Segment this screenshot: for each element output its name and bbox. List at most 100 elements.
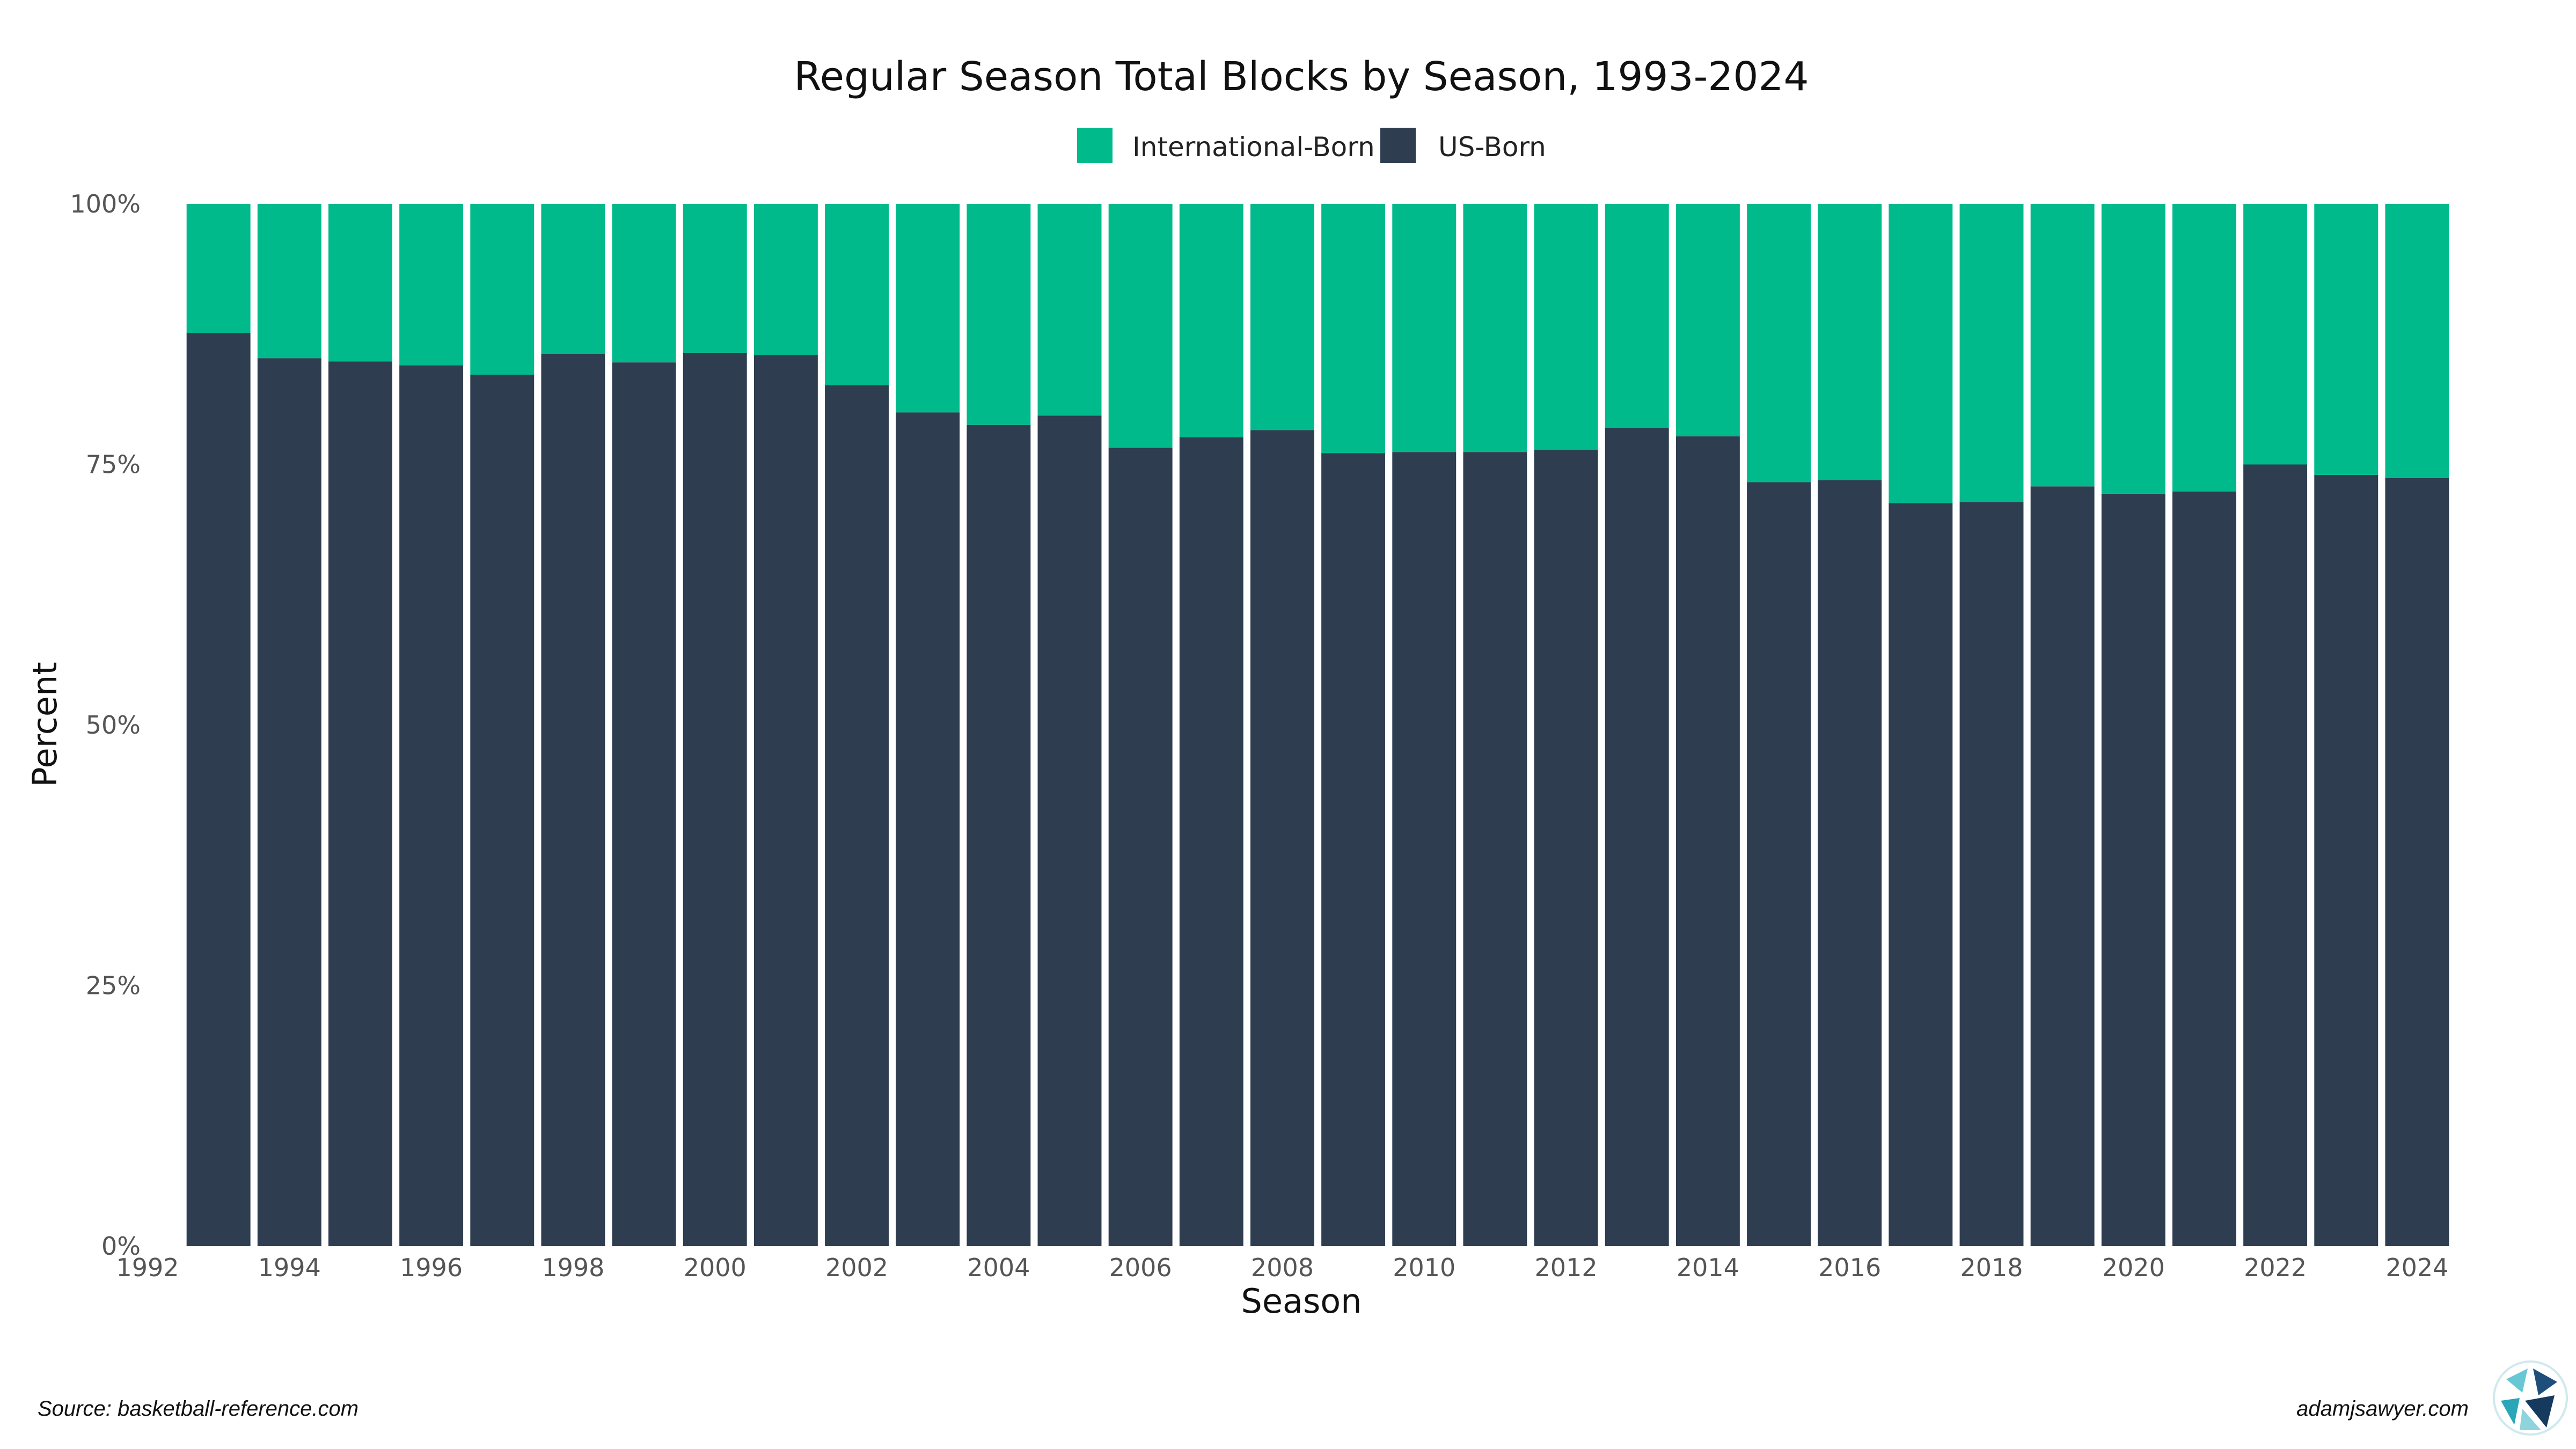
bar-international-born-2011 [1463,204,1527,452]
bar-us-born-1995 [328,361,392,1247]
x-tick-label: 2008 [1251,1253,1314,1282]
y-axis-label: Percent [25,662,64,787]
legend-label-us: US-Born [1438,131,1546,163]
bar-international-born-1993 [186,204,251,333]
bar-us-born-2008 [1250,430,1314,1246]
bar-us-born-2012 [1534,450,1598,1246]
bar-us-born-2020 [2101,493,2165,1246]
x-tick-label: 2016 [1818,1253,1881,1282]
bar-us-born-1997 [470,375,535,1246]
x-axis-label: Season [1241,1282,1362,1321]
x-tick-label: 2024 [2385,1253,2448,1282]
bar-international-born-2024 [2385,204,2449,478]
bar-international-born-1997 [470,204,535,375]
legend: International-Born US-Born [1077,128,1546,163]
bar-us-born-2000 [683,353,747,1246]
bar-us-born-2022 [2243,464,2308,1246]
bar-us-born-2007 [1179,437,1243,1246]
x-tick-label: 2000 [684,1253,747,1282]
x-tick-label: 1992 [116,1253,179,1282]
bar-international-born-1995 [328,204,392,362]
bar-international-born-2022 [2243,204,2308,465]
bar-international-born-2002 [825,204,889,385]
bar-us-born-2015 [1747,482,1811,1247]
y-tick-label: 50% [86,711,141,740]
bar-international-born-2017 [1889,204,1953,503]
bar-us-born-2016 [1818,480,1882,1246]
bar-international-born-1999 [612,204,676,363]
bar-international-born-1996 [399,204,464,366]
bar-us-born-2023 [2314,474,2379,1247]
site-credit: adamjsawyer.com [2296,1397,2469,1421]
bar-international-born-2020 [2101,204,2165,494]
bar-international-born-2005 [1037,204,1102,416]
bar-us-born-2011 [1463,452,1527,1246]
x-tick-label: 2020 [2102,1253,2165,1282]
bar-international-born-2009 [1321,204,1386,453]
bar-us-born-2006 [1108,448,1173,1246]
bar-us-born-2013 [1605,428,1669,1246]
bar-us-born-2004 [967,425,1031,1246]
bar-us-born-2021 [2172,491,2236,1247]
bar-international-born-2001 [753,204,818,355]
legend-swatch-international [1077,128,1113,163]
x-tick-label: 2006 [1109,1253,1172,1282]
bar-international-born-2012 [1534,204,1598,450]
bar-us-born-2005 [1037,415,1102,1246]
x-axis-ticks: 1992 1994 1996 1998 2000 2002 2004 2006 2008 2010… [116,1253,2448,1282]
y-tick-label: 25% [86,971,141,1000]
adamjsawyer-logo-icon [2493,1360,2568,1436]
bar-us-born-2002 [825,385,889,1247]
legend-swatch-us [1380,128,1416,163]
bar-us-born-1993 [186,333,251,1246]
bar-international-born-2014 [1675,204,1740,437]
bar-international-born-2013 [1605,204,1669,428]
legend-label-international: International-Born [1132,131,1375,163]
bar-international-born-2023 [2314,204,2379,475]
bar-international-born-2018 [1959,204,2024,502]
x-tick-label: 1994 [258,1253,321,1282]
bar-international-born-2008 [1250,204,1314,430]
bar-international-born-2007 [1179,204,1243,438]
bar-international-born-2006 [1108,204,1173,448]
bars-layer [186,204,2449,1247]
y-axis-ticks: 0% 25% 50% 75% 100% [70,189,141,1261]
bar-us-born-2009 [1321,453,1386,1247]
bar-us-born-2024 [2385,478,2449,1246]
bar-us-born-2001 [753,355,818,1246]
bar-international-born-2021 [2172,204,2236,492]
bar-us-born-2019 [2030,486,2095,1246]
bar-international-born-2016 [1818,204,1882,480]
x-tick-label: 2004 [967,1253,1030,1282]
y-tick-label: 100% [70,189,141,218]
x-tick-label: 2018 [1960,1253,2023,1282]
bar-us-born-1996 [399,365,464,1246]
bar-us-born-2003 [896,412,960,1246]
x-tick-label: 2010 [1393,1253,1455,1282]
bar-us-born-2017 [1889,503,1953,1246]
y-tick-label: 75% [86,450,141,479]
bar-international-born-2015 [1747,204,1811,482]
bar-international-born-1998 [541,204,605,354]
bar-us-born-1999 [612,362,676,1246]
bar-international-born-2019 [2030,204,2095,487]
bar-us-born-1998 [541,354,605,1247]
x-tick-label: 1996 [400,1253,463,1282]
source-note: Source: basketball-reference.com [38,1397,359,1421]
x-tick-label: 1998 [541,1253,604,1282]
bar-us-born-2014 [1675,436,1740,1247]
bar-international-born-1994 [257,204,321,358]
bar-us-born-2010 [1392,452,1457,1246]
y-tick-label: 0% [101,1232,141,1261]
x-tick-label: 2022 [2244,1253,2307,1282]
x-tick-label: 2014 [1677,1253,1739,1282]
bar-international-born-2010 [1392,204,1457,452]
bar-international-born-2000 [683,204,747,353]
bar-us-born-2018 [1959,502,2024,1246]
x-tick-label: 2012 [1535,1253,1598,1282]
chart-title: Regular Season Total Blocks by Season, 1… [794,54,1809,100]
bar-international-born-2003 [896,204,960,413]
bar-international-born-2004 [967,204,1031,425]
bar-us-born-1994 [257,358,321,1246]
